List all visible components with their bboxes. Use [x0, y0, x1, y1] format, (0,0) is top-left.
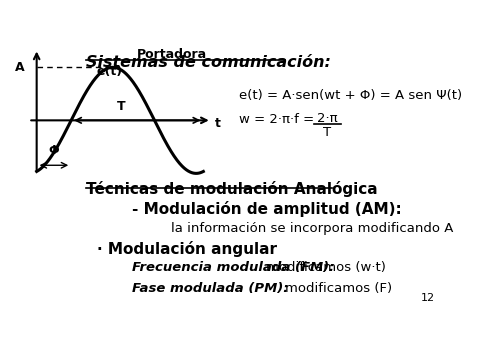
Text: Portadora: Portadora [136, 48, 207, 61]
Text: · Modulación angular: · Modulación angular [98, 241, 278, 257]
Text: e(t) = A·sen(wt + Φ) = A sen Ψ(t): e(t) = A·sen(wt + Φ) = A sen Ψ(t) [239, 89, 462, 102]
Text: Frecuencia modulada (FM):: Frecuencia modulada (FM): [132, 261, 334, 274]
Text: w = 2·π·f =: w = 2·π·f = [239, 113, 318, 126]
Text: T: T [117, 100, 126, 113]
Text: T: T [323, 126, 331, 139]
Text: 2·π: 2·π [317, 112, 338, 125]
Text: Técnicas de modulación Analógica: Técnicas de modulación Analógica [86, 181, 378, 197]
Text: Fase modulada (PM):: Fase modulada (PM): [132, 282, 289, 295]
Text: t: t [215, 117, 221, 130]
Text: 12: 12 [420, 293, 434, 303]
Text: modificamos (w·t): modificamos (w·t) [266, 261, 386, 274]
Text: Φ: Φ [48, 144, 59, 156]
Text: - Modulación de amplitud (AM):: - Modulación de amplitud (AM): [132, 201, 402, 216]
Text: Sistemas de comunicación:: Sistemas de comunicación: [86, 55, 330, 70]
Text: A: A [16, 61, 25, 74]
Text: e(t): e(t) [96, 65, 123, 78]
Text: la información se incorpora modificando A: la información se incorpora modificando … [171, 222, 454, 235]
Text: modificamos (F): modificamos (F) [286, 282, 393, 295]
